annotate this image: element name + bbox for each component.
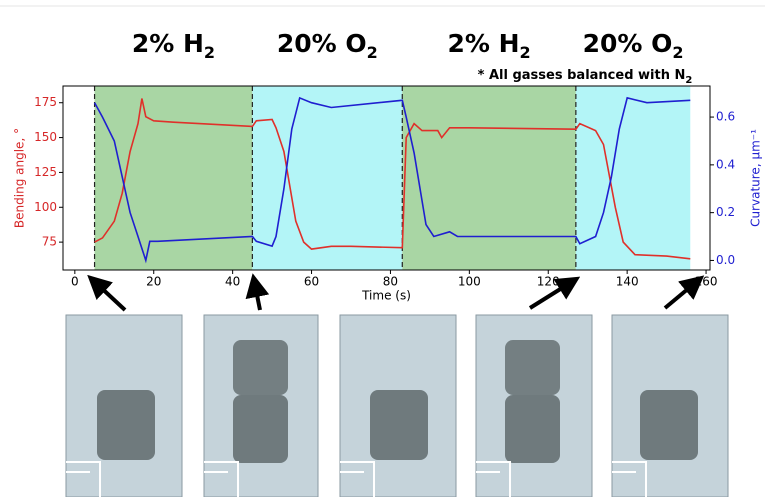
y2-tick-label: 0.2 bbox=[716, 205, 735, 219]
gas-label-sub: 2 bbox=[520, 43, 531, 62]
gas-label-text: 2% H bbox=[447, 29, 519, 58]
x-tick-label: 100 bbox=[458, 275, 481, 289]
x-tick-label: 60 bbox=[304, 275, 319, 289]
arrow bbox=[255, 285, 260, 310]
photo bbox=[66, 315, 182, 497]
gas-label: 20% O2 bbox=[277, 29, 378, 62]
gas-label: 20% O2 bbox=[583, 29, 684, 62]
figure: 2% H220% O22% H220% O2* All gasses balan… bbox=[0, 0, 765, 497]
x-tick-label: 120 bbox=[537, 275, 560, 289]
y2-tick-label: 0.6 bbox=[716, 110, 735, 124]
gas-label-sub: 2 bbox=[672, 43, 683, 62]
y-tick-label: 150 bbox=[34, 130, 57, 144]
x-axis-title: Time (s) bbox=[361, 289, 411, 303]
gas-label-sub: 2 bbox=[367, 43, 378, 62]
arrow bbox=[96, 283, 125, 310]
shaded-region bbox=[95, 86, 253, 270]
x-tick-label: 0 bbox=[71, 275, 79, 289]
gas-label: 2% H2 bbox=[447, 29, 530, 62]
annotation: * All gasses balanced with N2 bbox=[478, 68, 693, 87]
annotation-sub: 2 bbox=[685, 75, 692, 86]
arrow bbox=[665, 283, 695, 308]
y-tick-label: 100 bbox=[34, 200, 57, 214]
x-tick-label: 40 bbox=[225, 275, 240, 289]
plot-area bbox=[95, 86, 691, 270]
shaded-region bbox=[576, 86, 690, 270]
y2-axis-title: Curvature, μm⁻¹ bbox=[749, 129, 763, 227]
x-tick-label: 140 bbox=[616, 275, 639, 289]
y-tick-label: 125 bbox=[34, 165, 57, 179]
gas-label-sub: 2 bbox=[204, 43, 215, 62]
annotation-text: * All gasses balanced with N bbox=[478, 68, 686, 83]
y-tick-label: 75 bbox=[42, 235, 57, 249]
y-tick-label: 175 bbox=[34, 95, 57, 109]
photo bbox=[476, 315, 592, 497]
gas-label-text: 2% H bbox=[132, 29, 204, 58]
photo bbox=[612, 315, 728, 497]
x-tick-label: 160 bbox=[695, 275, 718, 289]
y-axis-title: Bending angle, ° bbox=[13, 128, 27, 228]
photo-strip bbox=[66, 315, 728, 497]
x-tick-label: 20 bbox=[146, 275, 161, 289]
photo bbox=[204, 315, 318, 497]
shaded-region bbox=[402, 86, 576, 270]
shaded-region bbox=[252, 86, 402, 270]
y2-tick-label: 0.4 bbox=[716, 157, 735, 171]
gas-label: 2% H2 bbox=[132, 29, 215, 62]
gas-label-text: 20% O bbox=[583, 29, 673, 58]
y2-tick-label: 0.0 bbox=[716, 253, 735, 267]
photo bbox=[340, 315, 456, 497]
x-tick-label: 80 bbox=[383, 275, 398, 289]
gas-label-text: 20% O bbox=[277, 29, 367, 58]
